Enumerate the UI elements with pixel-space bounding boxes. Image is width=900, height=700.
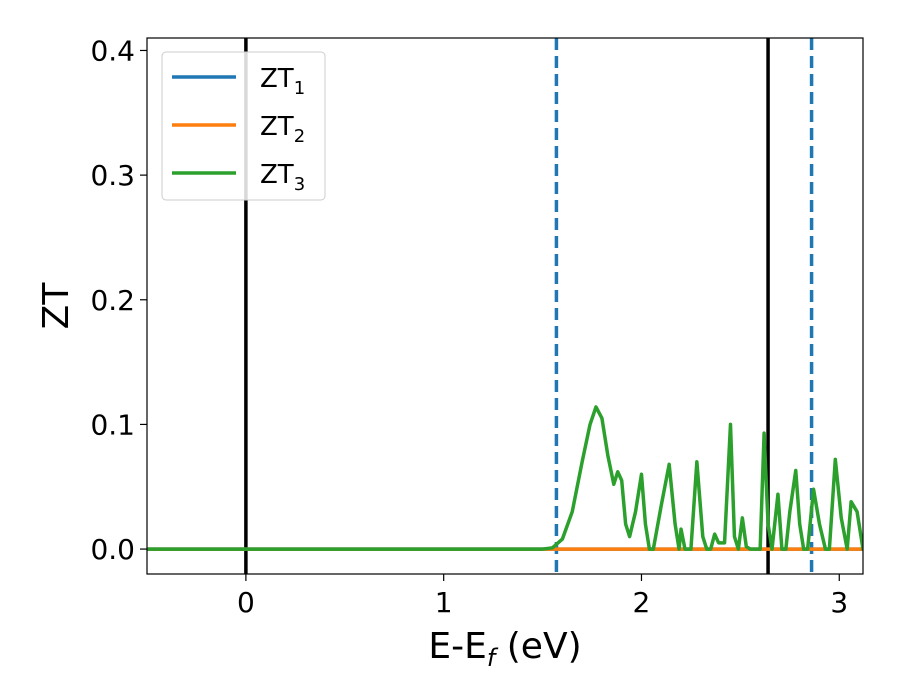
x-tick-label: 0	[237, 586, 255, 619]
axes: 0 1 2 3 0.0 0.1 0.2 0.3 0.4 E-Ef (eV) ZT	[36, 34, 864, 672]
x-tick-label: 2	[633, 586, 651, 619]
x-tick-label: 1	[435, 586, 453, 619]
plot-area	[147, 38, 863, 574]
legend-box	[161, 51, 326, 201]
series-line-3	[147, 405, 863, 551]
y-tick-label: 0.2	[90, 284, 135, 317]
legend: ZT1 ZT2 ZT3	[161, 51, 326, 201]
axes-frame	[146, 37, 864, 575]
y-axis-label: ZT	[36, 282, 77, 330]
y-tick-label: 0.0	[90, 533, 135, 566]
y-tick-label: 0.3	[90, 159, 135, 192]
legend-label-2: ZT2	[260, 112, 305, 147]
y-tick-label: 0.4	[90, 34, 135, 67]
legend-label-1: ZT1	[260, 64, 305, 99]
x-axis-label: E-Ef (eV)	[428, 626, 581, 672]
y-tick-label: 0.1	[90, 408, 135, 441]
x-tick-label: 3	[830, 586, 848, 619]
legend-label-3: ZT3	[260, 160, 305, 195]
